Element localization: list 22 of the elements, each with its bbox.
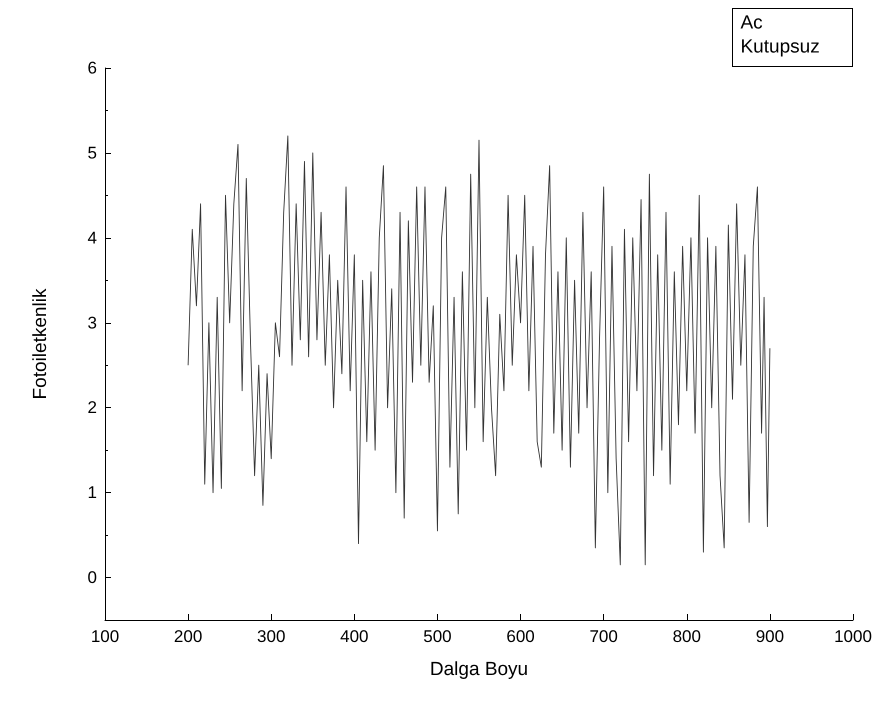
- x-axis-title: Dalga Boyu: [430, 659, 528, 680]
- x-tick-label: 1000: [834, 627, 872, 646]
- y-tick-label: 1: [88, 483, 97, 502]
- y-tick-label: 4: [88, 228, 97, 248]
- y-tick-label: 3: [88, 313, 97, 332]
- y-tick-label: 0: [88, 568, 97, 588]
- y-axis-title: Fotoiletkenlik: [30, 288, 51, 400]
- y-tick-label: 6: [88, 58, 97, 78]
- x-tick-label: 500: [423, 627, 452, 646]
- x-tick-label: 400: [340, 627, 369, 646]
- x-tick-label: 200: [174, 627, 202, 646]
- x-tick-label: 600: [506, 627, 535, 646]
- x-tick-label: 700: [589, 627, 618, 646]
- y-tick-label: 5: [88, 143, 97, 162]
- line-series: [188, 135, 770, 566]
- text: Ac: [740, 12, 763, 34]
- x-tick-label: 800: [672, 627, 701, 646]
- x-tick-label: 300: [257, 627, 286, 646]
- x-tick-label: 100: [90, 627, 120, 646]
- x-tick-label: 900: [756, 627, 784, 646]
- y-tick-label: 2: [88, 398, 97, 418]
- text: Kutupsuz: [740, 36, 820, 58]
